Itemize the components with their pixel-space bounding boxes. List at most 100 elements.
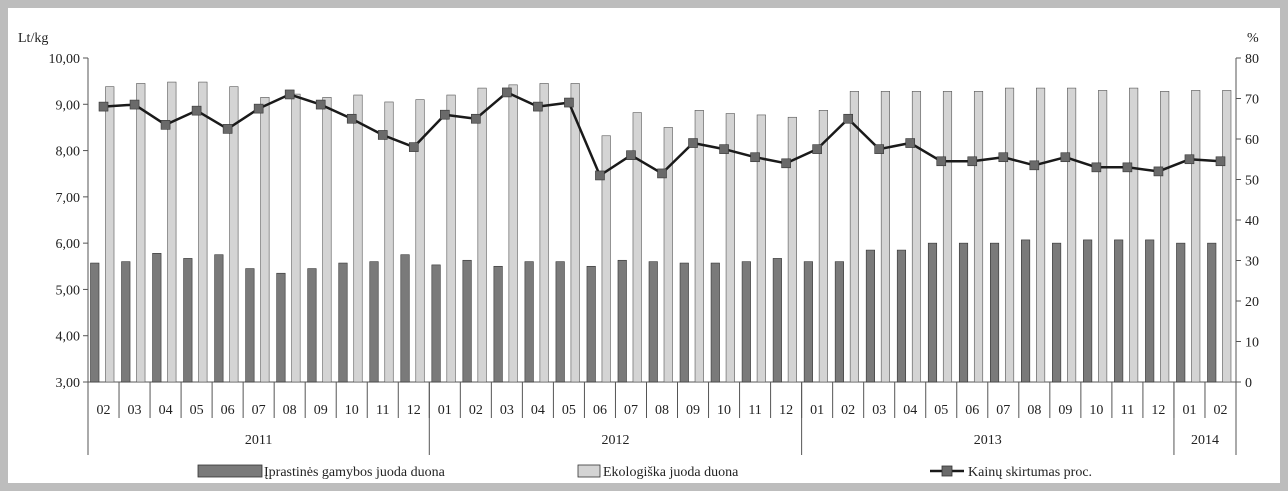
right-tick-label: 70 (1245, 93, 1259, 108)
difference-marker (967, 156, 978, 167)
difference-marker (1184, 154, 1195, 165)
bar-conventional (896, 249, 907, 383)
difference-marker (440, 109, 450, 120)
bar-organic (1222, 90, 1232, 383)
difference-marker (874, 144, 884, 154)
bar-organic (446, 94, 456, 383)
bar-conventional (431, 264, 441, 383)
month-tick-label: 03 (500, 403, 514, 418)
difference-marker (1153, 166, 1164, 177)
bar-organic (1098, 90, 1108, 383)
month-tick-label: 04 (903, 403, 917, 418)
bar-conventional (710, 262, 720, 383)
month-tick-label: 02 (469, 403, 483, 418)
bar-organic (632, 112, 642, 383)
bar-conventional (338, 262, 348, 383)
bar-organic (136, 83, 146, 383)
bar-organic (105, 86, 115, 383)
difference-marker (719, 144, 729, 154)
difference-marker (936, 156, 947, 167)
difference-marker (315, 99, 326, 110)
bar-organic (353, 94, 363, 383)
bar-conventional (369, 261, 379, 383)
bar-organic (818, 110, 828, 383)
bar-conventional (245, 268, 255, 383)
bar-organic (601, 135, 611, 383)
left-tick-label: 4,00 (56, 330, 81, 345)
bar-organic (1129, 87, 1139, 383)
difference-marker (998, 152, 1009, 163)
year-label: 2014 (1191, 433, 1219, 448)
difference-marker (253, 103, 264, 114)
difference-marker (160, 120, 171, 130)
month-tick-label: 07 (996, 403, 1010, 418)
bar-conventional (276, 272, 286, 383)
bar-organic (508, 84, 518, 383)
difference-marker (812, 144, 822, 154)
bar-conventional (803, 261, 813, 383)
plot-area: 3,004,005,006,007,008,009,0010,000102030… (49, 52, 1259, 455)
bar-organic (415, 99, 425, 383)
legend-marker-difference (941, 465, 953, 477)
bar-conventional (586, 265, 596, 383)
bar-conventional (1083, 239, 1093, 383)
month-tick-label: 07 (624, 403, 638, 418)
month-tick-label: 12 (407, 403, 421, 418)
bar-conventional (741, 261, 751, 383)
difference-marker (1215, 156, 1226, 167)
month-tick-label: 10 (345, 403, 359, 418)
difference-marker (564, 97, 574, 108)
left-tick-label: 7,00 (56, 191, 81, 206)
month-tick-label: 11 (748, 403, 761, 418)
month-tick-label: 12 (1151, 403, 1165, 418)
month-tick-label: 10 (717, 403, 731, 418)
bar-organic (570, 83, 580, 383)
bar-organic (880, 91, 890, 383)
difference-marker (905, 138, 916, 148)
bar-conventional (307, 268, 317, 383)
bar-organic (1067, 87, 1077, 383)
month-tick-label: 11 (376, 403, 389, 418)
bar-organic (694, 110, 704, 383)
left-axis-label: Lt/kg (18, 31, 48, 46)
bar-conventional (679, 262, 689, 383)
difference-marker (533, 101, 543, 112)
right-axis-label: % (1247, 31, 1259, 46)
bar-organic (756, 114, 766, 383)
bar-organic (539, 83, 549, 383)
bar-conventional (1207, 242, 1217, 383)
difference-marker (1122, 162, 1133, 173)
bar-conventional (90, 262, 100, 383)
bar-conventional (462, 259, 472, 383)
month-tick-label: 01 (438, 403, 452, 418)
bar-conventional (121, 261, 131, 383)
left-tick-label: 8,00 (56, 145, 81, 160)
month-tick-label: 02 (841, 403, 855, 418)
bar-organic (260, 97, 270, 383)
month-tick-label: 04 (159, 403, 173, 418)
bar-conventional (555, 261, 565, 383)
bar-organic (942, 91, 953, 383)
month-tick-label: 01 (810, 403, 824, 418)
month-tick-label: 02 (97, 403, 111, 418)
difference-marker (1060, 152, 1071, 163)
difference-marker (502, 87, 512, 98)
bar-organic (1160, 91, 1170, 383)
month-tick-label: 09 (314, 403, 328, 418)
bar-conventional (1052, 242, 1062, 383)
month-tick-label: 12 (779, 403, 793, 418)
bar-organic (384, 101, 394, 383)
month-tick-label: 07 (252, 403, 266, 418)
difference-marker (222, 124, 233, 134)
legend-label-organic: Ekologiška juoda duona (603, 465, 739, 480)
right-tick-label: 40 (1245, 214, 1259, 229)
bar-organic (229, 86, 239, 383)
bar-conventional (617, 259, 627, 383)
bar-organic (849, 91, 859, 383)
difference-marker (346, 113, 357, 124)
right-tick-label: 20 (1245, 295, 1259, 310)
bar-conventional (1114, 239, 1124, 383)
difference-marker (626, 150, 636, 160)
